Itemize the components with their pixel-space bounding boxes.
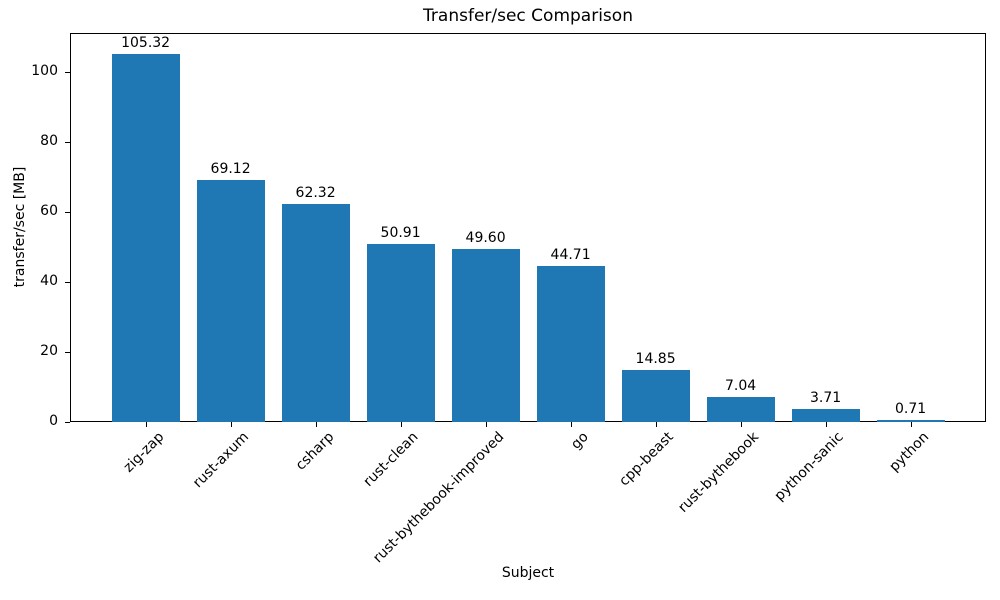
x-tick-mark (230, 422, 232, 427)
chart-title: Transfer/sec Comparison (423, 6, 633, 26)
x-tick-mark (315, 422, 317, 427)
bar-value-label: 0.71 (895, 400, 927, 417)
x-tick-label-rust-clean: rust-clean (361, 429, 422, 490)
x-tick-label-python-sanic: python-sanic (771, 429, 847, 505)
x-tick-mark (910, 422, 912, 427)
x-tick-label-zig-zap: zig-zap (120, 429, 167, 476)
bar-value-label: 69.12 (210, 161, 251, 178)
x-tick-mark (570, 422, 572, 427)
x-tick-mark (400, 422, 402, 427)
x-tick-mark (655, 422, 657, 427)
bar-rust-bythebook (706, 397, 775, 422)
y-tick-mark (65, 352, 70, 354)
x-tick-label-rust-bythebook: rust-bythebook (675, 429, 762, 516)
x-tick-label-rust-axum: rust-axum (189, 429, 252, 492)
y-tick-label: 40 (40, 273, 58, 290)
bar-value-label: 49.60 (465, 229, 506, 246)
y-tick-mark (65, 142, 70, 144)
bar-cpp-beast (621, 370, 690, 422)
x-tick-mark (485, 422, 487, 427)
bar-value-label: 50.91 (380, 224, 421, 241)
bar-rust-clean (366, 243, 435, 422)
y-tick-mark (65, 422, 70, 423)
x-tick-mark (145, 422, 147, 427)
bar-value-label: 14.85 (635, 351, 676, 368)
y-tick-label: 80 (40, 133, 58, 150)
x-tick-label-csharp: csharp (292, 429, 337, 474)
y-tick-label: 100 (31, 63, 58, 80)
y-tick-label: 20 (40, 343, 58, 360)
y-tick-label: 60 (40, 203, 58, 220)
y-tick-mark (65, 72, 70, 74)
bar-go (536, 265, 605, 422)
x-tick-label-cpp-beast: cpp-beast (616, 429, 677, 490)
bar-value-label: 62.32 (295, 185, 336, 202)
x-tick-label-go: go (568, 429, 592, 453)
bar-python-sanic (791, 409, 860, 422)
y-axis-label: transfer/sec [MB] (12, 166, 28, 288)
bar-zig-zap (111, 53, 180, 422)
x-tick-mark (740, 422, 742, 427)
x-tick-mark (825, 422, 827, 427)
y-tick-mark (65, 212, 70, 214)
x-axis-label: Subject (501, 565, 555, 581)
bar-python (876, 419, 945, 422)
y-tick-mark (65, 282, 70, 284)
x-tick-label-python: python (885, 429, 932, 475)
y-tick-label: 0 (49, 413, 58, 429)
bar-value-label: 44.71 (550, 246, 591, 263)
bar-rust-axum (196, 180, 265, 422)
bar-value-label: 105.32 (121, 34, 171, 51)
bar-rust-bythebook-improved (451, 248, 520, 422)
bar-value-label: 7.04 (725, 378, 757, 395)
bar-value-label: 3.71 (810, 390, 842, 407)
bar-csharp (281, 204, 350, 422)
